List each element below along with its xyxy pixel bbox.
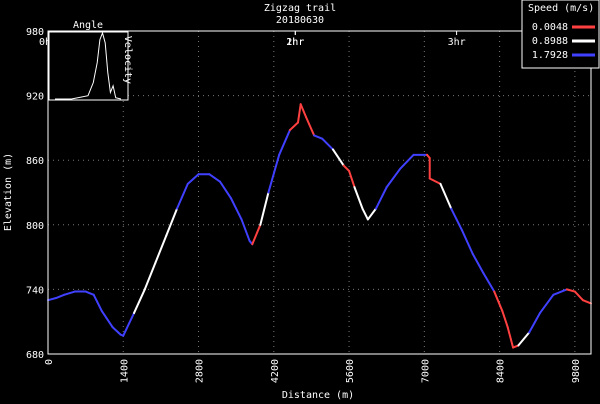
elevation-segment — [321, 137, 334, 151]
legend-item-label: 0.0048 — [532, 22, 568, 33]
elevation-segment — [143, 261, 157, 291]
elevation-segment — [219, 180, 232, 199]
inset-right-label: Velocity — [122, 36, 133, 84]
chart-title: Zigzag trail — [264, 3, 336, 14]
x-tick-label: 1400 — [119, 359, 130, 383]
elevation-segment — [100, 309, 114, 329]
y-axis-label: Elevation (m) — [3, 153, 14, 231]
elevation-segment — [374, 186, 388, 210]
x-tick-label: 8400 — [496, 359, 507, 383]
elevation-segment — [573, 290, 584, 302]
angle-velocity-inset: Angle Velocity — [48, 20, 133, 101]
time-tick-label: 1hr — [286, 37, 304, 48]
elevation-segment — [122, 312, 136, 337]
elevation-segment — [506, 326, 515, 349]
grid — [47, 31, 591, 354]
elevation-segment — [439, 182, 453, 210]
elevation-segment — [493, 290, 504, 312]
y-tick-label: 860 — [26, 156, 44, 167]
elevation-segment — [348, 169, 356, 189]
elevation-segment — [366, 207, 377, 221]
legend-title: Speed (m/s) — [528, 3, 594, 14]
elevation-segment — [482, 272, 496, 293]
elevation-segment — [165, 207, 179, 237]
elevation-segment — [305, 116, 316, 137]
elevation-segment — [538, 293, 555, 315]
y-tick-label: 800 — [26, 221, 44, 232]
elevation-segment — [111, 326, 122, 336]
elevation-segment — [47, 297, 58, 302]
elevation-segment — [154, 234, 168, 264]
legend-box — [521, 0, 600, 69]
y-tick-label: 740 — [26, 285, 44, 296]
x-tick-label: 9800 — [571, 359, 582, 383]
inset-title: Angle — [73, 20, 103, 31]
elevation-segment — [55, 293, 66, 300]
x-tick-label: 7000 — [420, 359, 431, 383]
elevation-segment — [552, 288, 568, 296]
elevation-segment — [581, 299, 592, 305]
x-tick-label: 5600 — [345, 359, 356, 383]
elevation-segment — [278, 129, 291, 156]
y-tick-labels: 680 740 800 860 920 980 — [26, 27, 44, 361]
elevation-segment — [288, 121, 299, 132]
elevation-segment — [259, 191, 270, 226]
x-axis-label: Distance (m) — [282, 390, 354, 400]
elevation-segment — [471, 252, 485, 275]
legend-item-label: 0.8988 — [532, 36, 568, 47]
y-tick-label: 680 — [26, 350, 44, 361]
elevation-segment — [133, 288, 146, 315]
x-tick-label: 2800 — [195, 359, 206, 383]
elevation-segment — [92, 293, 103, 312]
elevation-segment — [208, 173, 222, 183]
elevation-segment — [240, 218, 251, 242]
elevation-segment — [296, 103, 302, 124]
y-tick-label: 980 — [26, 27, 44, 38]
elevation-segment — [460, 229, 474, 255]
elevation-segment — [331, 148, 345, 167]
plot-frame — [47, 30, 592, 355]
inset-profile-line — [55, 31, 122, 100]
elevation-segment — [229, 196, 243, 221]
elevation-segment — [361, 207, 369, 221]
y-tick-label: 920 — [26, 92, 44, 103]
time-tick-label: 3hr — [448, 37, 466, 48]
elevation-segment — [251, 223, 262, 246]
elevation-segment — [517, 331, 531, 347]
elevation-segment — [186, 173, 200, 185]
elevation-segment — [342, 164, 351, 172]
elevation-segment — [501, 309, 509, 329]
elevation-segment — [353, 186, 364, 210]
inset-frame — [48, 31, 129, 101]
x-tick-label: 4200 — [270, 359, 281, 383]
elevation-segment — [63, 290, 76, 296]
x-tick-labels: 0 1400 2800 4200 5600 7000 8400 9800 — [44, 359, 582, 383]
x-tick-label: 0 — [44, 359, 55, 365]
time-tick-label: 2hr — [286, 37, 304, 48]
elevation-segment — [565, 288, 576, 293]
elevation-series — [47, 103, 592, 349]
elevation-segment — [428, 177, 442, 185]
elevation-segment — [385, 167, 402, 189]
elevation-segment — [528, 312, 541, 334]
legend: Speed (m/s) 0.0048 0.8988 1.7928 — [521, 0, 600, 69]
legend-item-label: 1.7928 — [532, 50, 568, 61]
elevation-segment — [450, 207, 463, 232]
elevation-segment — [399, 153, 415, 170]
elevation-segment — [176, 182, 189, 210]
elevation-segment — [84, 290, 95, 296]
elevation-segment — [313, 134, 324, 140]
elevation-segment — [299, 103, 308, 119]
elevation-segment — [267, 153, 281, 194]
chart-subtitle: 20180630 — [276, 15, 324, 26]
